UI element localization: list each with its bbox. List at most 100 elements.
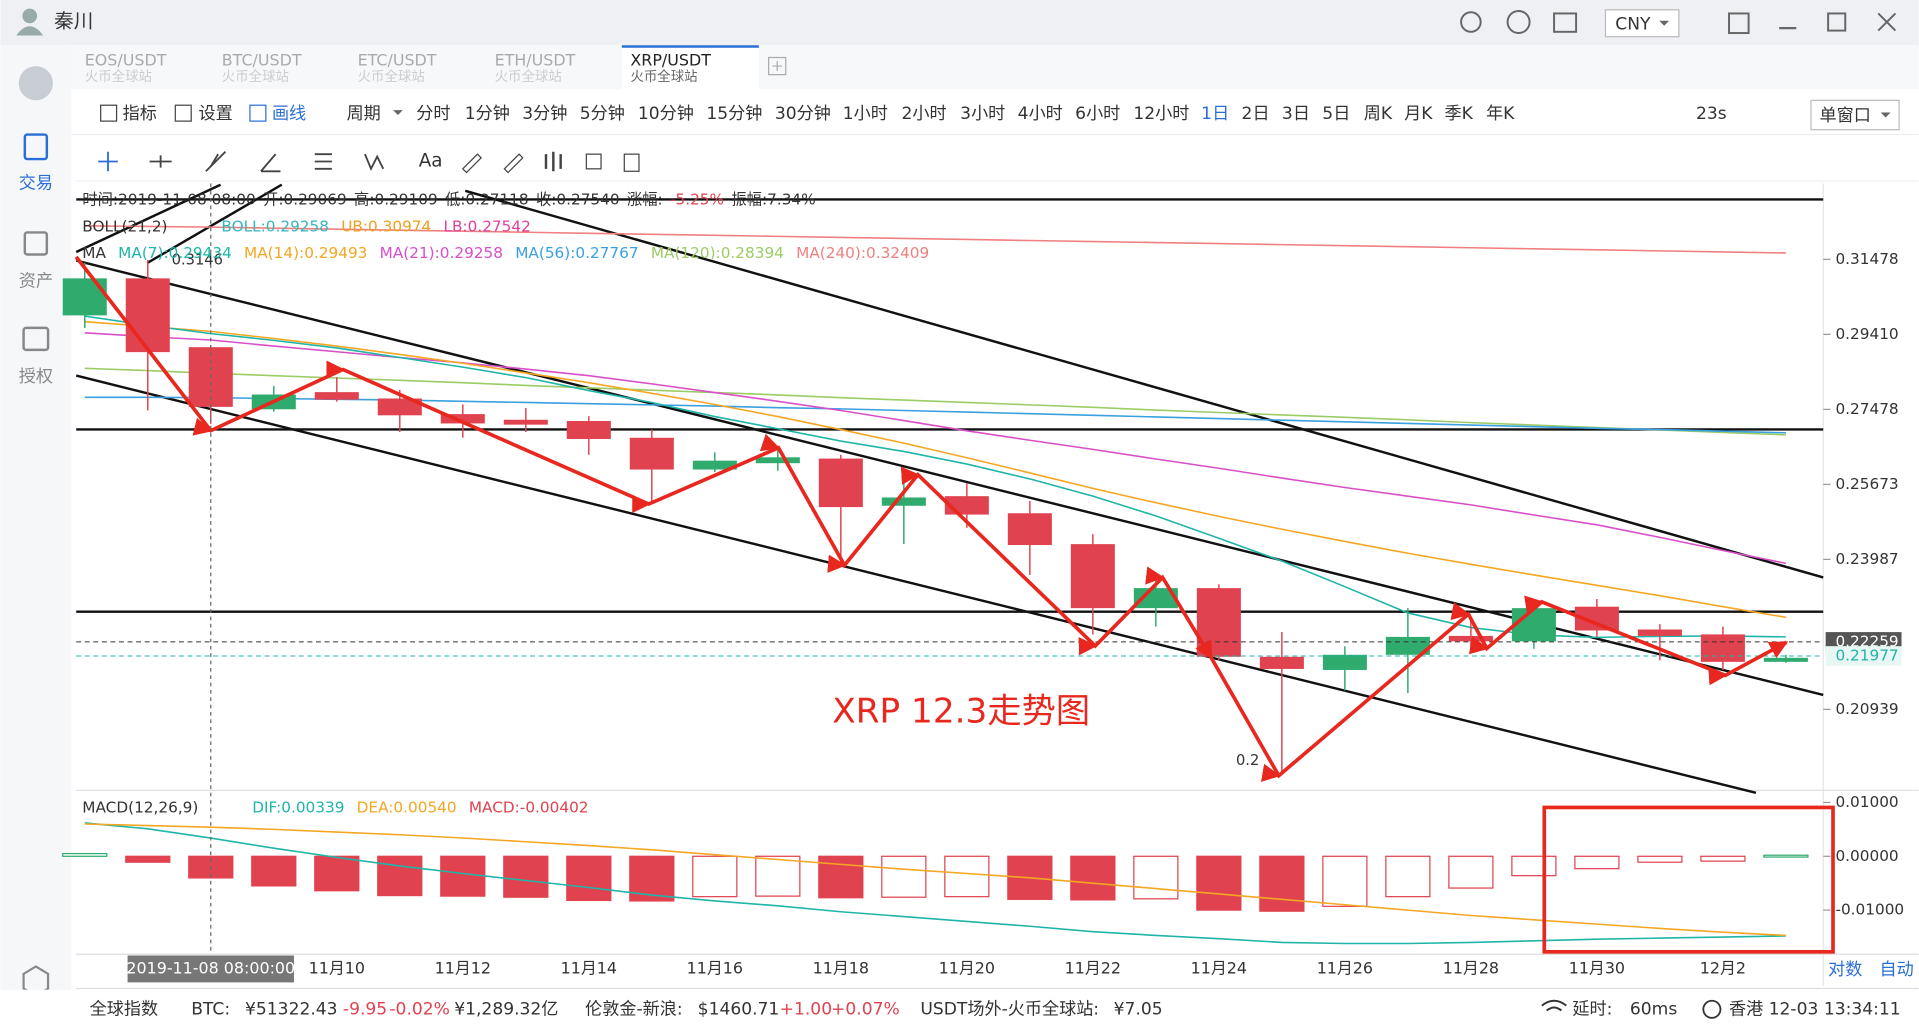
period-option[interactable]: 1日	[1201, 104, 1229, 124]
period-option[interactable]: 1小时	[843, 104, 888, 124]
ma-line	[84, 224, 1786, 254]
low-label: 0.2	[1236, 752, 1259, 769]
window-mode[interactable]: 单窗口	[1820, 106, 1871, 126]
legend-item: MA(240):0.32409	[796, 244, 929, 262]
legend-item: 开:0.29069	[263, 190, 347, 208]
period-option[interactable]: 4小时	[1018, 104, 1063, 124]
trend-tool[interactable]	[205, 151, 227, 172]
y-tick-label: 0.27478	[1835, 400, 1898, 418]
status-item: 伦敦金-新浪:	[585, 999, 683, 1019]
active-tab[interactable]	[621, 45, 759, 90]
legend-item: MACD:-0.00402	[469, 798, 589, 816]
log-toggle[interactable]: 对数	[1828, 960, 1862, 980]
period-option[interactable]: 分时	[416, 104, 450, 124]
period-option[interactable]: 2日	[1242, 104, 1270, 124]
macd-bar	[377, 855, 423, 897]
trade-icon[interactable]	[23, 133, 49, 161]
period-option[interactable]: 12小时	[1133, 104, 1189, 124]
tab-pair[interactable]: ETH/USDT	[495, 51, 576, 70]
tab-pair[interactable]: ETC/USDT	[358, 51, 437, 70]
sidebar-item[interactable]: 交易	[19, 174, 53, 194]
tab-pair[interactable]: EOS/USDT	[85, 51, 167, 70]
avatar-body	[16, 26, 44, 36]
tab-pair[interactable]: BTC/USDT	[222, 51, 302, 70]
period-option[interactable]: 10分钟	[638, 104, 694, 124]
measure-tool[interactable]	[544, 151, 562, 172]
candle-body	[1700, 634, 1745, 662]
period-option[interactable]: 季K	[1444, 104, 1473, 124]
period-option[interactable]: 3日	[1282, 104, 1310, 124]
bell-icon[interactable]	[1460, 11, 1482, 33]
period-option[interactable]: 6小时	[1075, 104, 1120, 124]
candle-body	[881, 497, 926, 506]
macd-bar	[62, 852, 108, 857]
tool-button[interactable]: 指标	[123, 104, 157, 124]
layout-icon[interactable]	[1728, 12, 1750, 35]
period-option[interactable]: 月K	[1404, 104, 1433, 124]
pen-tool[interactable]	[461, 153, 483, 174]
status-item: +0.07%	[831, 999, 900, 1019]
close[interactable]	[1877, 12, 1897, 32]
y-tick-label: 0.00000	[1835, 847, 1898, 865]
x-tick-label: 11月22	[1065, 958, 1121, 977]
x-tick-label: 11月18	[813, 958, 869, 977]
candle-body	[1259, 656, 1304, 669]
tool-button[interactable]: 画线	[272, 104, 306, 124]
period-option[interactable]: 年K	[1486, 104, 1515, 124]
y-tick-label: 0.01000	[1835, 793, 1898, 811]
candle-body	[1070, 544, 1115, 609]
candle-body	[62, 278, 107, 316]
period-option[interactable]: 2小时	[901, 104, 946, 124]
legend-item: DIF:0.00339	[252, 798, 344, 816]
hline-tool[interactable]	[149, 155, 172, 168]
period-option[interactable]: 周K	[1364, 104, 1393, 124]
period-option[interactable]: 15分钟	[706, 104, 762, 124]
x-tick-label: 11月26	[1317, 958, 1373, 977]
annotation-title: XRP 12.3走势图	[832, 692, 1090, 732]
caret	[1659, 20, 1670, 26]
crosshair-label: 2019-11-08 08:00:00	[126, 958, 295, 977]
legend-item: MA(7):0.29434	[118, 244, 232, 262]
period-option[interactable]: 5日	[1322, 104, 1350, 124]
assets-icon[interactable]	[23, 231, 49, 256]
macd-bar	[1133, 855, 1179, 900]
chat-icon[interactable]	[1506, 10, 1531, 35]
crosshair-label-bg	[127, 955, 294, 983]
angle-tool[interactable]	[260, 153, 281, 173]
wave-tool[interactable]	[364, 153, 385, 172]
candle-body	[1511, 608, 1556, 642]
period-option[interactable]: 3分钟	[522, 104, 567, 124]
x-tick-label: 11月28	[1443, 958, 1499, 977]
shirt-icon[interactable]	[1553, 12, 1578, 33]
tab-pair[interactable]: XRP/USDT	[630, 51, 711, 70]
sidebar-item[interactable]: 授权	[19, 367, 53, 387]
period-label[interactable]: 周期	[347, 104, 381, 124]
brush-tool[interactable]	[503, 153, 524, 174]
lock-tool[interactable]	[585, 153, 602, 170]
sidebar-item[interactable]: 资产	[19, 271, 53, 291]
auto-toggle[interactable]: 自动	[1879, 960, 1913, 980]
legend-item: 振幅:7.34%	[731, 190, 815, 208]
tool-button[interactable]: 设置	[199, 104, 233, 124]
macd-bar	[125, 855, 171, 863]
avatar[interactable]	[22, 8, 38, 24]
period-option[interactable]: 1分钟	[465, 104, 510, 124]
highlight-box	[1542, 805, 1835, 954]
legend-item: LB:0.27542	[443, 217, 530, 235]
price-tag-label: 0.21977	[1835, 646, 1898, 664]
period-option[interactable]: 5分钟	[580, 104, 625, 124]
auth-icon[interactable]	[22, 326, 50, 352]
trend-line	[75, 183, 222, 254]
caret	[393, 110, 403, 115]
parallel-tool[interactable]	[314, 153, 332, 170]
period-option[interactable]: 30分钟	[775, 104, 831, 124]
crosshair-tool[interactable]	[98, 151, 118, 172]
tool-icon	[100, 104, 118, 122]
macd-bar	[566, 855, 612, 902]
add-tab[interactable]	[768, 56, 787, 76]
maximize[interactable]	[1827, 12, 1847, 32]
delete-tool[interactable]	[623, 153, 640, 172]
candle-body	[1637, 629, 1682, 636]
text-tool[interactable]: Aa	[419, 150, 443, 171]
period-option[interactable]: 3小时	[960, 104, 1005, 124]
